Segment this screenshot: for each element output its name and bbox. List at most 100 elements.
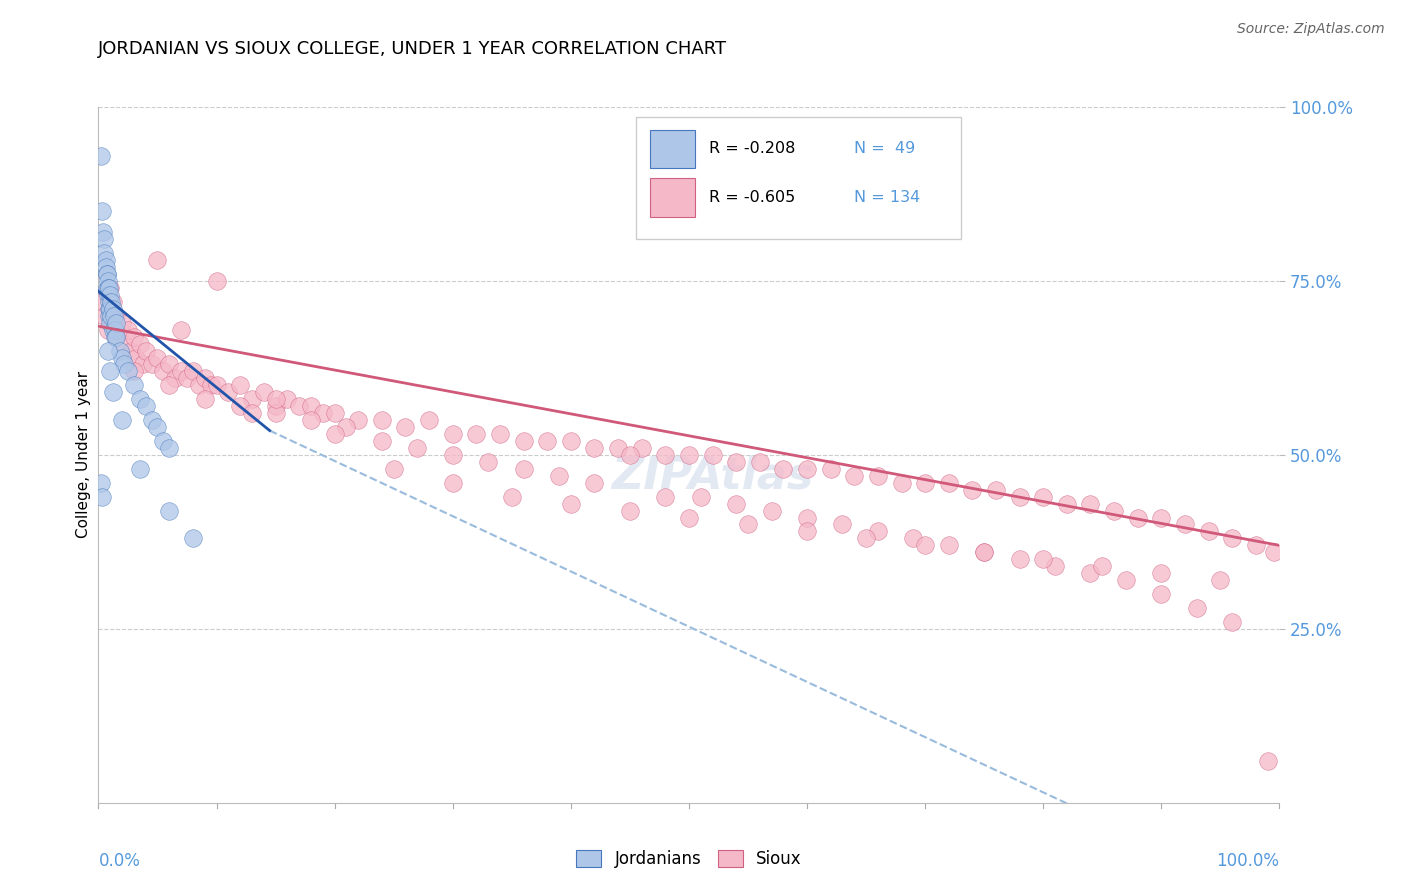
Point — [112, 358, 135, 372]
Point — [1091, 559, 1114, 574]
Bar — [650, 129, 695, 168]
Point — [264, 399, 287, 413]
Point — [536, 434, 558, 448]
Point — [796, 510, 818, 524]
Point — [1080, 497, 1102, 511]
Point — [146, 253, 169, 268]
Point — [90, 149, 112, 163]
Point — [844, 468, 866, 483]
Point — [855, 532, 877, 546]
Point — [678, 510, 700, 524]
Point — [103, 309, 125, 323]
Point — [560, 497, 582, 511]
Point — [702, 448, 724, 462]
Point — [111, 351, 134, 365]
Point — [101, 323, 124, 337]
Point — [619, 448, 641, 462]
Point — [97, 281, 120, 295]
Point — [914, 538, 936, 552]
Point — [1150, 587, 1173, 601]
Point — [205, 378, 228, 392]
Point — [1126, 510, 1149, 524]
Point — [512, 434, 534, 448]
Point — [1220, 615, 1243, 629]
Point — [548, 468, 571, 483]
Point — [489, 427, 512, 442]
Point — [100, 294, 122, 309]
Point — [761, 503, 783, 517]
Legend: Jordanians, Sioux: Jordanians, Sioux — [569, 843, 808, 874]
Point — [1263, 545, 1285, 559]
Point — [98, 301, 121, 316]
Point — [96, 281, 118, 295]
Point — [100, 309, 122, 323]
Point — [121, 343, 143, 358]
Point — [97, 323, 120, 337]
Point — [725, 497, 748, 511]
Point — [1115, 573, 1137, 587]
Point — [583, 475, 606, 490]
Point — [157, 503, 180, 517]
Point — [152, 364, 174, 378]
Point — [108, 343, 131, 358]
Text: R = -0.208: R = -0.208 — [709, 141, 796, 156]
Point — [962, 483, 984, 497]
Point — [117, 364, 139, 378]
Point — [128, 462, 150, 476]
Point — [104, 323, 127, 337]
Bar — [650, 178, 695, 217]
Point — [157, 378, 180, 392]
Point — [335, 420, 357, 434]
Point — [1008, 490, 1031, 504]
Point — [299, 413, 322, 427]
Point — [96, 267, 118, 281]
Point — [98, 288, 121, 302]
Point — [619, 503, 641, 517]
Point — [91, 294, 114, 309]
Point — [93, 309, 115, 323]
Point — [98, 301, 121, 316]
Point — [240, 406, 263, 420]
Point — [1032, 490, 1054, 504]
Point — [347, 413, 370, 427]
Point — [1174, 517, 1197, 532]
Point — [477, 455, 499, 469]
Point — [1244, 538, 1267, 552]
Point — [181, 364, 204, 378]
Point — [1220, 532, 1243, 546]
Point — [122, 329, 145, 343]
Bar — [636, 118, 960, 239]
Point — [105, 309, 128, 323]
Point — [583, 441, 606, 455]
Point — [97, 274, 120, 288]
Point — [866, 524, 889, 539]
Point — [105, 316, 128, 330]
Point — [111, 316, 134, 330]
Point — [1080, 566, 1102, 581]
Point — [654, 490, 676, 504]
Point — [200, 378, 222, 392]
Point — [264, 406, 287, 420]
Point — [105, 329, 128, 343]
Point — [1102, 503, 1125, 517]
Y-axis label: College, Under 1 year: College, Under 1 year — [76, 371, 91, 539]
Point — [323, 406, 346, 420]
Point — [97, 288, 120, 302]
Point — [371, 413, 394, 427]
Point — [1198, 524, 1220, 539]
Point — [176, 371, 198, 385]
Point — [101, 385, 124, 400]
Point — [512, 462, 534, 476]
Point — [117, 323, 139, 337]
Point — [441, 448, 464, 462]
Point — [94, 253, 117, 268]
Point — [170, 364, 193, 378]
Point — [146, 420, 169, 434]
Point — [1150, 510, 1173, 524]
Point — [796, 462, 818, 476]
Point — [98, 309, 121, 323]
Point — [394, 420, 416, 434]
Point — [240, 392, 263, 407]
Point — [382, 462, 405, 476]
Point — [98, 364, 121, 378]
